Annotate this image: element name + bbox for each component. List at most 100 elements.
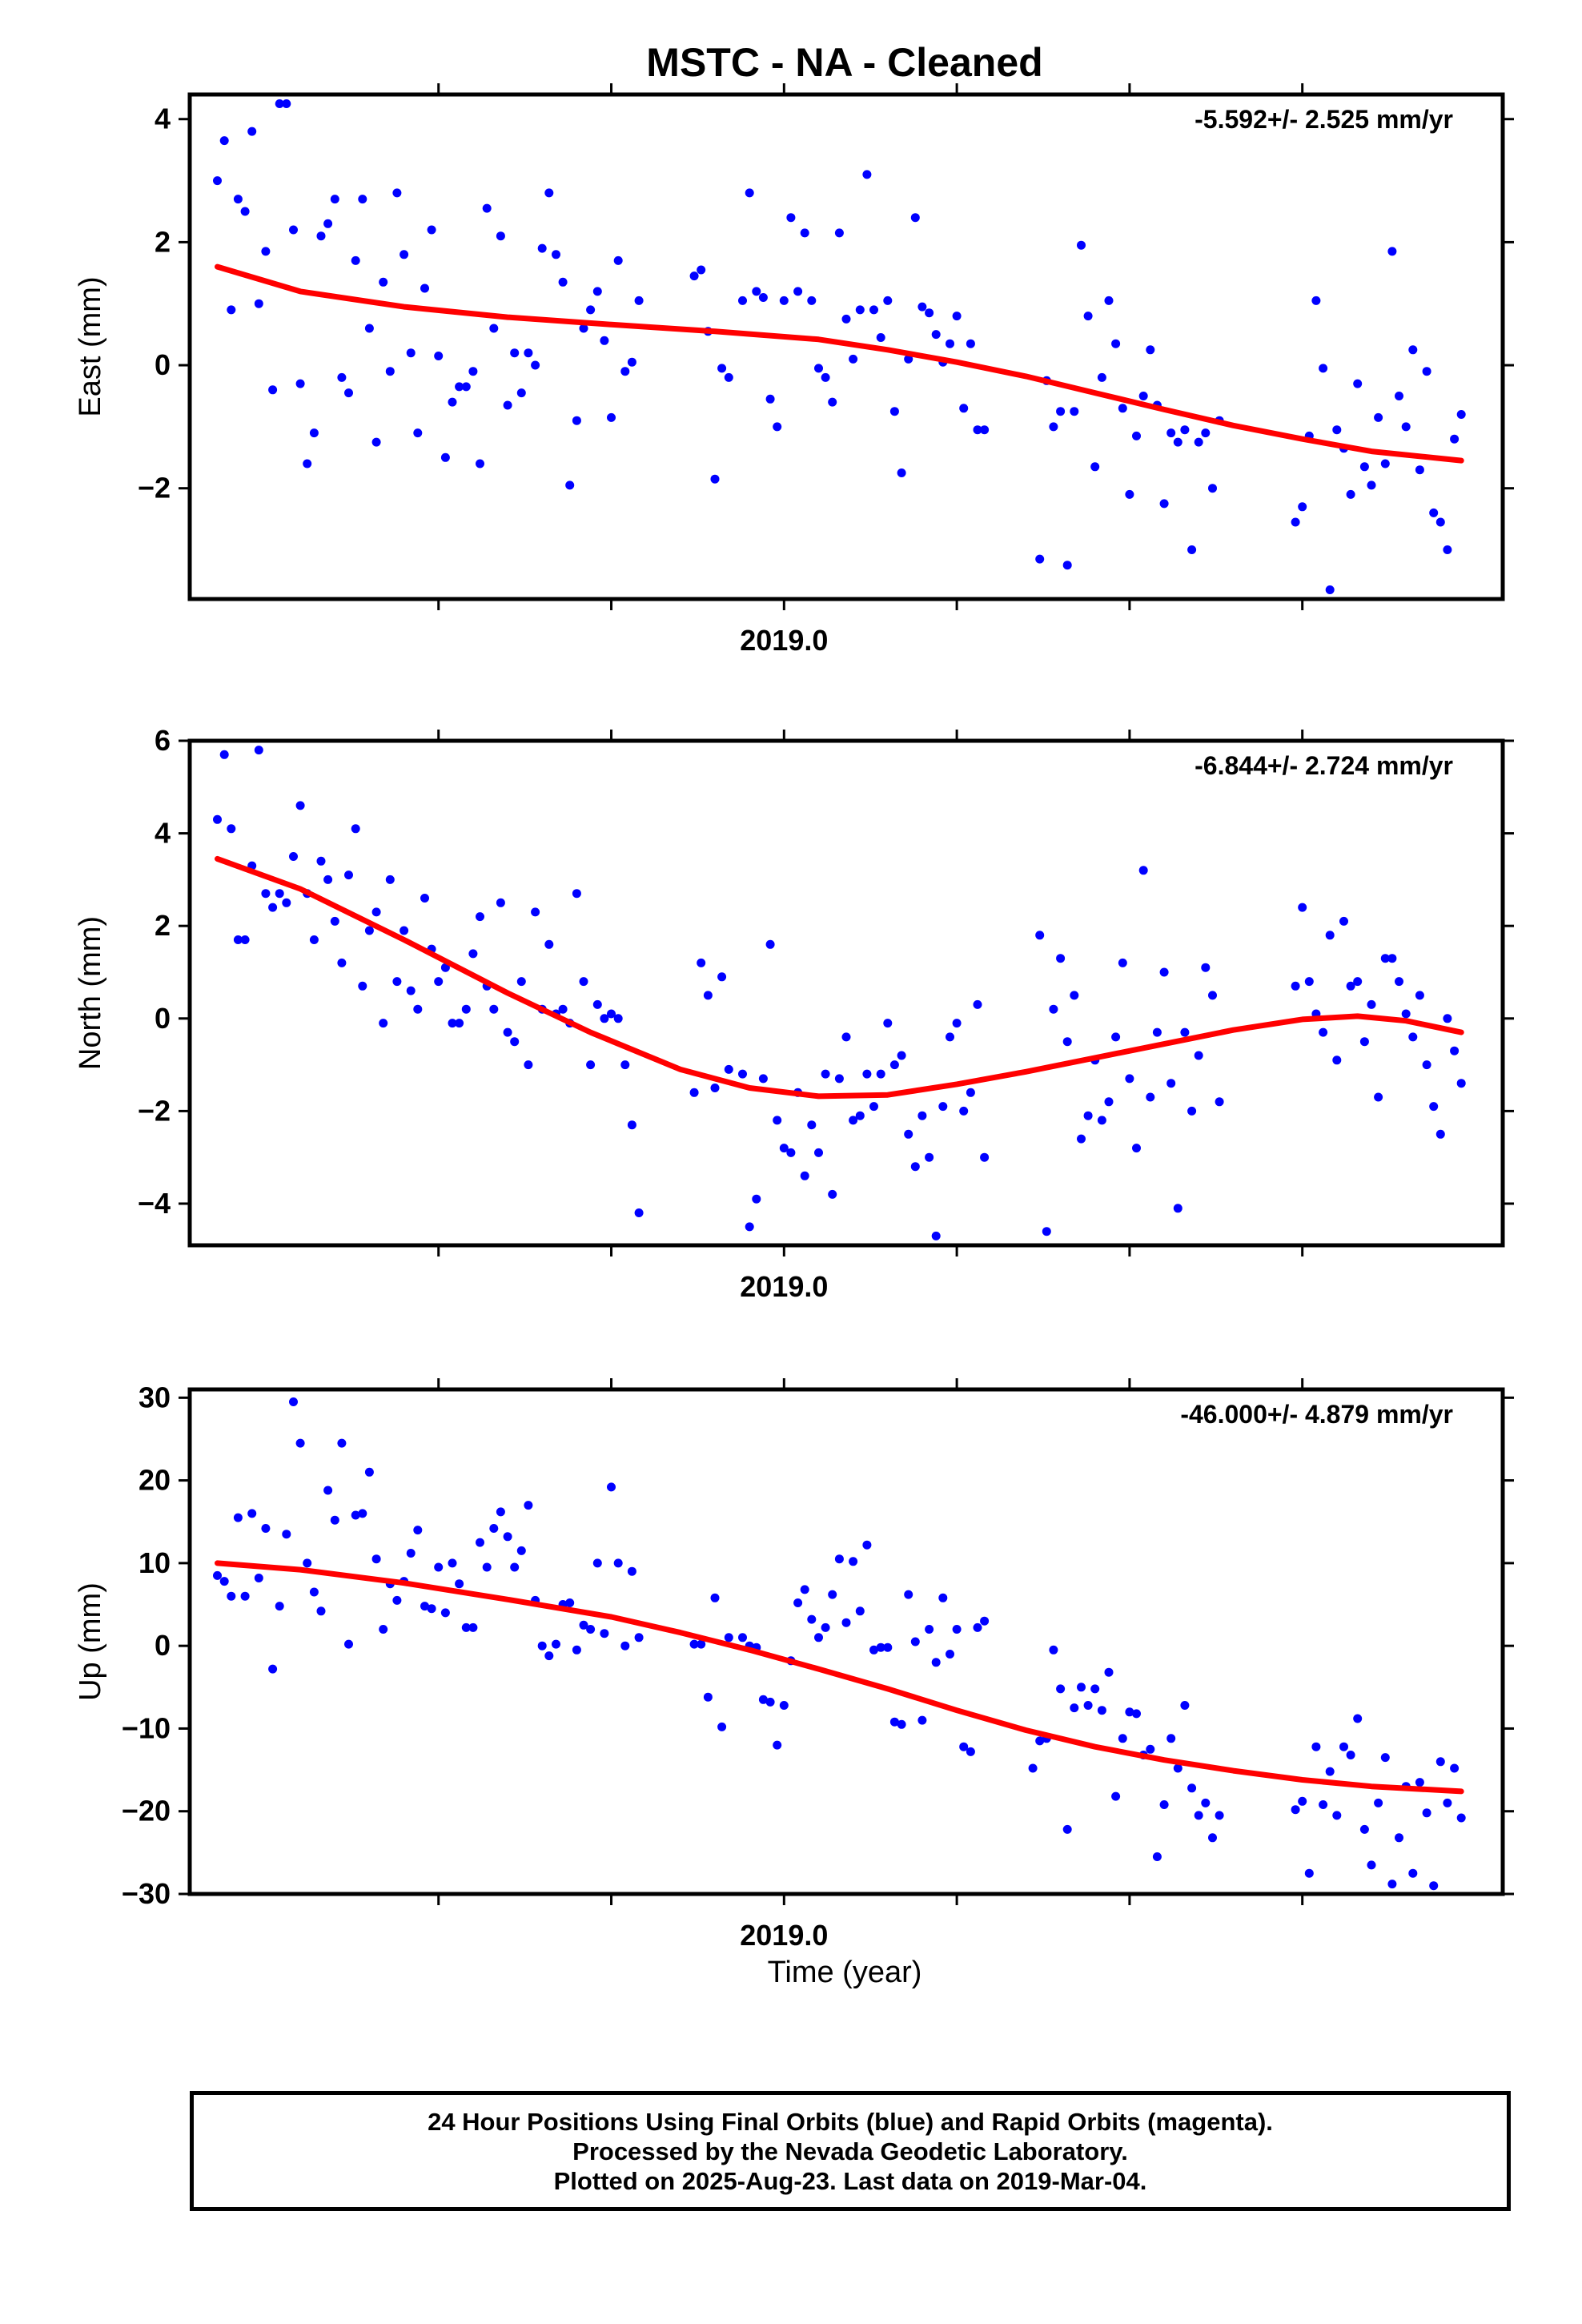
y-tick-label: −30 — [122, 1877, 171, 1910]
data-point — [1125, 1074, 1134, 1084]
data-point — [634, 1633, 644, 1642]
data-point — [952, 1019, 962, 1028]
data-point — [1339, 1742, 1348, 1751]
data-point — [904, 1129, 913, 1139]
data-point — [710, 1084, 720, 1092]
data-point — [1401, 1009, 1411, 1019]
data-point — [1353, 1714, 1363, 1723]
data-point — [227, 824, 236, 834]
data-point — [1415, 991, 1424, 1000]
data-point — [592, 1558, 602, 1568]
data-point — [607, 412, 616, 422]
data-point — [814, 1148, 823, 1157]
data-point — [1325, 585, 1335, 594]
data-point — [1138, 392, 1148, 400]
data-point — [1090, 462, 1100, 472]
data-point — [1056, 954, 1066, 963]
data-point — [1298, 1796, 1307, 1806]
data-point — [821, 1622, 830, 1632]
data-point — [889, 1060, 899, 1070]
data-point — [496, 231, 505, 241]
data-point — [1359, 462, 1369, 472]
data-point — [254, 746, 263, 755]
data-point — [1056, 407, 1066, 416]
data-point — [1180, 1027, 1190, 1037]
data-point — [1319, 364, 1328, 373]
data-point — [358, 195, 367, 204]
data-point — [295, 1438, 305, 1448]
data-point — [1401, 422, 1411, 432]
data-point — [828, 397, 837, 407]
data-point — [1077, 1134, 1086, 1144]
data-point — [1035, 554, 1045, 564]
data-point — [330, 195, 339, 204]
data-point — [869, 1645, 878, 1655]
data-point — [247, 1509, 257, 1518]
data-point — [1374, 1798, 1383, 1807]
data-point — [1422, 1060, 1431, 1070]
data-point — [1208, 991, 1217, 1000]
data-point — [586, 1060, 596, 1070]
data-point — [1408, 1032, 1418, 1042]
x-axis-label: Time (year) — [768, 1956, 922, 1989]
data-point — [510, 348, 520, 358]
data-point — [862, 1069, 872, 1079]
data-point — [282, 898, 291, 907]
data-point — [427, 225, 436, 235]
data-point — [807, 1614, 817, 1624]
data-point — [1062, 1824, 1072, 1834]
data-point — [379, 1019, 388, 1028]
data-point — [282, 99, 291, 108]
data-point — [233, 935, 243, 944]
data-point — [406, 986, 416, 995]
data-point — [323, 875, 333, 884]
data-point — [268, 1664, 278, 1674]
data-point — [1380, 954, 1390, 963]
data-point — [959, 404, 969, 413]
caption-line-1: 24 Hour Positions Using Final Orbits (bl… — [428, 2107, 1273, 2136]
data-point — [323, 1486, 333, 1495]
data-point — [931, 1231, 941, 1240]
data-point — [931, 330, 941, 340]
data-point — [689, 271, 699, 281]
data-point — [904, 1590, 913, 1599]
data-point — [841, 1032, 851, 1042]
data-point — [461, 382, 471, 392]
data-point — [579, 324, 588, 333]
data-point — [1332, 1811, 1342, 1820]
y-tick-label: 6 — [155, 724, 171, 757]
data-point — [524, 1060, 533, 1070]
data-point — [786, 1148, 796, 1157]
data-point — [337, 372, 347, 382]
data-point — [420, 1602, 429, 1611]
data-point — [1097, 1116, 1106, 1125]
data-point — [738, 296, 747, 305]
data-point — [364, 324, 374, 333]
data-point — [1097, 1706, 1106, 1715]
data-point — [841, 1618, 851, 1627]
data-point — [710, 1593, 720, 1602]
data-point — [807, 1120, 817, 1130]
y-tick-label: 2 — [155, 225, 171, 258]
data-point — [980, 425, 990, 435]
data-point — [613, 255, 623, 265]
data-point — [1090, 1684, 1100, 1694]
data-point — [434, 977, 444, 987]
data-point — [1450, 434, 1460, 444]
data-point — [897, 1051, 906, 1060]
data-point — [800, 1171, 809, 1180]
y-axis-label: East (mm) — [74, 276, 107, 416]
data-point — [448, 397, 457, 407]
y-tick-label: 0 — [155, 348, 171, 381]
data-point — [1374, 412, 1383, 422]
data-point — [1083, 1111, 1093, 1120]
rate-annotation: -6.844+/- 2.724 mm/yr — [1195, 751, 1453, 780]
y-tick-label: 2 — [155, 909, 171, 942]
data-point — [1456, 1079, 1466, 1088]
x-tick-label: 2019.0 — [740, 1270, 828, 1303]
rate-annotation: -5.592+/- 2.525 mm/yr — [1195, 105, 1453, 134]
data-point — [1201, 428, 1211, 438]
data-point — [282, 1530, 291, 1539]
data-point — [910, 213, 920, 223]
data-point — [869, 305, 878, 315]
